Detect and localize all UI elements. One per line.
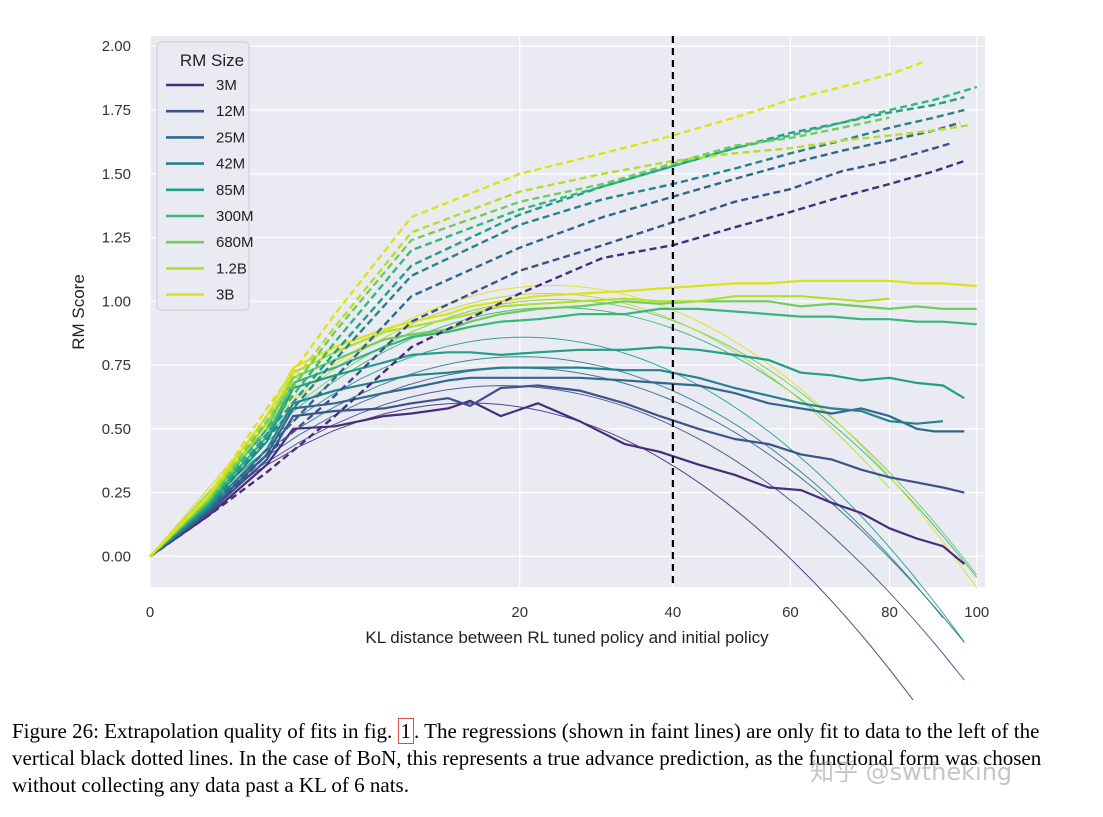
proxy-line-85M	[149, 96, 965, 558]
legend-label: 25M	[216, 129, 245, 146]
legend-label: 85M	[216, 182, 245, 199]
x-tick-label: 20	[511, 604, 528, 621]
fit-line-1.2B	[149, 293, 890, 557]
figure-caption: Figure 26: Extrapolation quality of fits…	[12, 718, 1097, 799]
actual-line-25M	[149, 376, 965, 558]
y-axis-label: RM Score	[69, 274, 88, 350]
legend-label: 1.2B	[216, 260, 247, 277]
legend-label: 12M	[216, 103, 245, 120]
y-tick-label: 1.50	[102, 166, 131, 183]
fit-line-85M	[149, 336, 965, 643]
caption-text-start: Figure 26: Extrapolation quality of fits…	[12, 719, 393, 743]
figure-reference-link[interactable]: 1	[397, 718, 415, 744]
actual-lines	[149, 279, 977, 565]
legend: RM Size 3M 12M 25M 42M 85M 300M 680M 1.2B 3B	[156, 41, 254, 311]
y-tick-label: 1.00	[102, 293, 131, 310]
caption-text-end: . The regressions (shown in faint lines)…	[12, 719, 1042, 797]
fit-line-12M	[149, 385, 965, 681]
fit-line-3M	[149, 402, 914, 700]
legend-title: RM Size	[180, 51, 244, 70]
actual-line-680M	[149, 300, 977, 558]
y-tick-label: 1.75	[102, 102, 131, 119]
y-tick-label: 0.00	[102, 548, 131, 565]
x-tick-label: 60	[782, 604, 799, 621]
y-tick-label: 2.00	[102, 38, 131, 55]
y-tick-label: 0.50	[102, 421, 131, 438]
y-tick-label: 0.75	[102, 357, 131, 374]
proxy-line-1.2B	[149, 124, 969, 558]
actual-line-300M	[149, 307, 977, 558]
legend-items: 3M 12M 25M 42M 85M 300M 680M 1.2B 3B	[166, 77, 254, 304]
actual-line-12M	[149, 384, 965, 558]
proxy-line-12M	[149, 141, 952, 558]
fit-line-42M	[149, 356, 944, 619]
y-tick-label: 1.25	[102, 230, 131, 247]
proxy-lines	[149, 60, 978, 558]
y-axis-ticks: 0.00 0.25 0.50 0.75 1.00 1.25 1.50 1.75 2.00	[102, 38, 131, 565]
actual-line-42M	[149, 366, 944, 558]
fit-line-3B	[149, 284, 978, 589]
legend-label: 3B	[216, 287, 234, 304]
legend-label: 300M	[216, 208, 254, 225]
x-tick-label: 0	[146, 604, 154, 621]
proxy-line-3B	[149, 60, 927, 558]
proxy-line-3M	[149, 159, 965, 558]
legend-label: 3M	[216, 77, 237, 94]
x-tick-label: 40	[665, 604, 682, 621]
actual-line-3M	[149, 399, 966, 565]
actual-line-1.2B	[149, 295, 890, 558]
legend-label: 680M	[216, 234, 254, 251]
x-axis-ticks: 0 20 40 60 80 100	[146, 604, 989, 621]
x-axis-label: KL distance between RL tuned policy and …	[365, 628, 769, 647]
x-tick-label: 100	[964, 604, 989, 621]
proxy-line-300M	[149, 85, 978, 558]
rm-score-chart: 0.00 0.25 0.50 0.75 1.00 1.25 1.50 1.75 2.00 0 20…	[69, 36, 989, 700]
watermark: 知乎 @swtheking	[810, 758, 1013, 786]
fit-line-680M	[149, 299, 978, 576]
actual-line-3B	[149, 279, 977, 558]
x-tick-label: 80	[881, 604, 898, 621]
legend-label: 42M	[216, 156, 245, 173]
y-tick-label: 0.25	[102, 485, 131, 502]
actual-line-85M	[149, 346, 965, 558]
fit-line-300M	[149, 306, 978, 578]
